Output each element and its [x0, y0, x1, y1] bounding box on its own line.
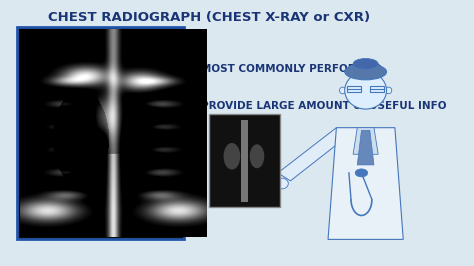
Ellipse shape — [385, 87, 392, 94]
Text: CHEST RADIOGRAPH (CHEST X-RAY or CXR): CHEST RADIOGRAPH (CHEST X-RAY or CXR) — [48, 11, 370, 24]
Ellipse shape — [276, 178, 288, 189]
Polygon shape — [357, 130, 374, 165]
Polygon shape — [353, 128, 378, 154]
FancyBboxPatch shape — [209, 114, 280, 207]
Ellipse shape — [345, 72, 386, 109]
Polygon shape — [328, 128, 403, 239]
FancyBboxPatch shape — [17, 27, 184, 239]
Ellipse shape — [345, 64, 386, 80]
Circle shape — [355, 169, 368, 177]
Bar — [241, 120, 248, 202]
Polygon shape — [278, 128, 345, 181]
Ellipse shape — [353, 59, 378, 69]
Ellipse shape — [224, 143, 240, 170]
Text: * PROVIDE LARGE AMOUNT of USEFUL INFO: * PROVIDE LARGE AMOUNT of USEFUL INFO — [192, 101, 447, 111]
Ellipse shape — [250, 144, 264, 168]
Ellipse shape — [339, 87, 346, 94]
Bar — [347, 86, 362, 92]
Bar — [370, 86, 384, 92]
Text: * MOST COMMONLY PERFORMED: * MOST COMMONLY PERFORMED — [192, 64, 382, 74]
Text: L: L — [167, 37, 173, 46]
